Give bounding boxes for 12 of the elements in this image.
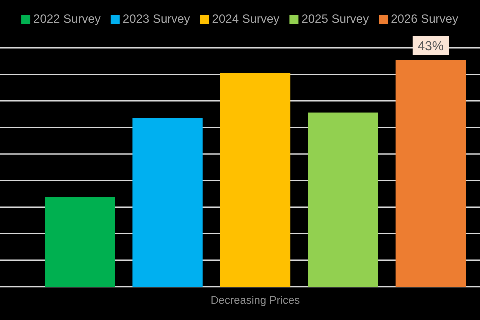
bar [396, 60, 466, 287]
legend-label: 2026 Survey [391, 12, 458, 26]
legend-label: 2024 Survey [212, 12, 280, 26]
bar [132, 118, 203, 287]
x-axis-title: Decreasing Prices [210, 295, 301, 307]
bar [45, 197, 116, 287]
legend-label: 2025 Survey [302, 12, 370, 26]
legend-label: 2023 Survey [122, 12, 190, 26]
data-label: 43% [418, 38, 444, 54]
bar [220, 73, 291, 287]
bar [308, 112, 378, 287]
legend-label: 2022 Survey [34, 12, 101, 26]
